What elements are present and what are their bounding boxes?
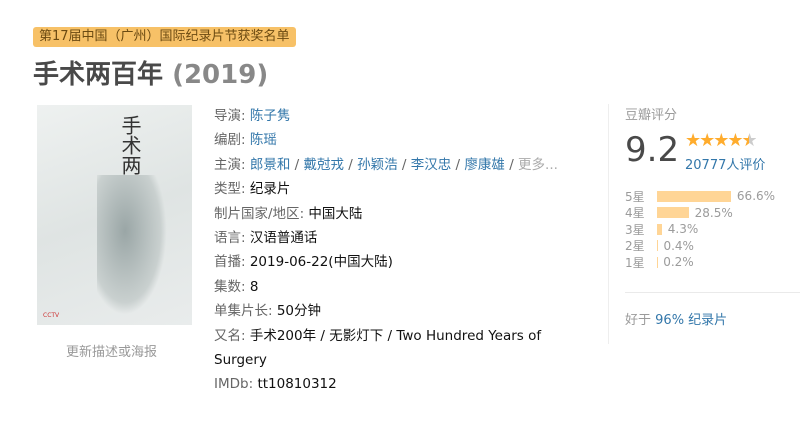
cast-row: 主演: 郎景和 / 戴尅戎 / 孙颖浩 / 李汉忠 / 廖康雄 / 更多...	[214, 156, 558, 173]
divider	[625, 292, 800, 293]
rating-percent: 4.3%	[667, 222, 699, 237]
star-level-label: 2星	[625, 239, 645, 254]
rating-bar-row: 1星 0.2%	[625, 254, 775, 271]
rating-bar	[657, 223, 662, 235]
imdb-value: tt10810312	[257, 376, 337, 393]
rating-bar	[657, 207, 689, 219]
award-badge[interactable]: 第17届中国（广州）国际纪录片节获奖名单	[33, 27, 296, 47]
country-row: 制片国家/地区: 中国大陆	[214, 205, 363, 222]
rating-title: 豆瓣评分	[625, 108, 678, 123]
runtime-row: 单集片长: 50分钟	[214, 303, 322, 320]
episodes-row: 集数: 8	[214, 278, 259, 295]
aka-label: 又名	[214, 327, 241, 344]
rating-bar-row: 4星 28.5%	[625, 205, 775, 222]
language-value: 汉语普通话	[249, 230, 318, 247]
rating-bar-row: 3星 4.3%	[625, 221, 775, 238]
country-label: 制片国家/地区	[214, 205, 300, 222]
writer-label: 编剧	[214, 132, 241, 149]
premiere-label: 首播	[214, 254, 241, 271]
cast-label: 主演	[214, 156, 241, 173]
rating-score: 9.2	[625, 130, 680, 170]
title-year: (2019)	[172, 60, 269, 90]
rating-count-link[interactable]: 20777人评价	[685, 158, 766, 173]
star-level-label: 5星	[625, 189, 645, 204]
title-text: 手术两百年	[33, 60, 164, 90]
language-row: 语言: 汉语普通话	[214, 230, 318, 247]
rating-percent: 66.6%	[736, 189, 776, 204]
rating-percent: 0.4%	[663, 238, 694, 253]
rating-panel: 豆瓣评分 9.2 ★★★★★ 20777人评价 5星 66.6% 4星 28.5% 3星…	[625, 104, 800, 328]
episodes-label: 集数	[214, 278, 241, 295]
episodes-value: 8	[249, 278, 259, 295]
update-poster-link[interactable]: 更新描述或海报	[66, 345, 158, 360]
aka-row: 又名: 手术200年 / 无影灯下 / Two Hundred Years of…	[214, 327, 542, 369]
better-than-link[interactable]: 96% 纪录片	[655, 313, 728, 328]
runtime-value: 50分钟	[276, 303, 322, 320]
aka-value: 手术200年 / 无影灯下 / Two Hundred Years of Sur…	[214, 327, 542, 369]
cast-link[interactable]: 孙颖浩	[357, 156, 398, 173]
country-value: 中国大陆	[308, 205, 363, 222]
page-title: 手术两百年 (2019)	[33, 54, 268, 91]
genre-label: 类型	[214, 181, 241, 198]
rating-breakdown: 5星 66.6% 4星 28.5% 3星 4.3% 2星 0.4% 1星 0.2%	[625, 188, 775, 271]
cast-link[interactable]: 郎景和	[249, 156, 291, 173]
runtime-label: 单集片长	[214, 303, 268, 320]
cast-link[interactable]: 戴尅戎	[303, 156, 344, 173]
info-panel: 导演: 陈子隽 编剧: 陈瑶 主演: 郎景和 / 戴尅戎 / 孙颖浩 / 李汉忠…	[214, 104, 594, 397]
rating-percent: 0.2%	[663, 255, 694, 270]
star-level-label: 3星	[625, 222, 645, 237]
better-prefix: 好于	[625, 313, 652, 328]
genre-row: 类型: 纪录片	[214, 181, 291, 198]
language-label: 语言	[214, 230, 241, 247]
rating-bar-row: 2星 0.4%	[625, 238, 775, 255]
premiere-row: 首播: 2019-06-22(中国大陆)	[214, 254, 393, 271]
director-label: 导演	[214, 108, 241, 124]
cast-link[interactable]: 廖康雄	[464, 156, 505, 173]
premiere-value: 2019-06-22(中国大陆)	[249, 254, 393, 271]
cast-more-link[interactable]: 更多...	[518, 156, 558, 173]
better-than: 好于 96% 纪录片	[625, 309, 727, 328]
rating-bar-row: 5星 66.6%	[625, 188, 775, 205]
director-link[interactable]: 陈子隽	[249, 108, 291, 124]
poster-logo: CCTV	[43, 312, 60, 319]
director-row: 导演: 陈子隽	[214, 108, 291, 124]
rating-bar	[657, 190, 731, 202]
imdb-row: IMDb: tt10810312	[214, 376, 337, 393]
poster-art	[97, 175, 167, 315]
rating-percent: 28.5%	[694, 205, 733, 220]
cast-link[interactable]: 李汉忠	[410, 156, 452, 173]
star-level-label: 4星	[625, 206, 645, 221]
writer-link[interactable]: 陈瑶	[249, 132, 277, 149]
imdb-label: IMDb	[214, 376, 249, 393]
writer-row: 编剧: 陈瑶	[214, 132, 277, 149]
star-level-label: 1星	[625, 255, 645, 270]
star-rating-icon: ★★★★★	[685, 130, 758, 151]
genre-value: 纪录片	[249, 181, 291, 198]
divider	[608, 104, 609, 344]
poster-image[interactable]: 手术两百年 CCTV	[37, 105, 192, 325]
